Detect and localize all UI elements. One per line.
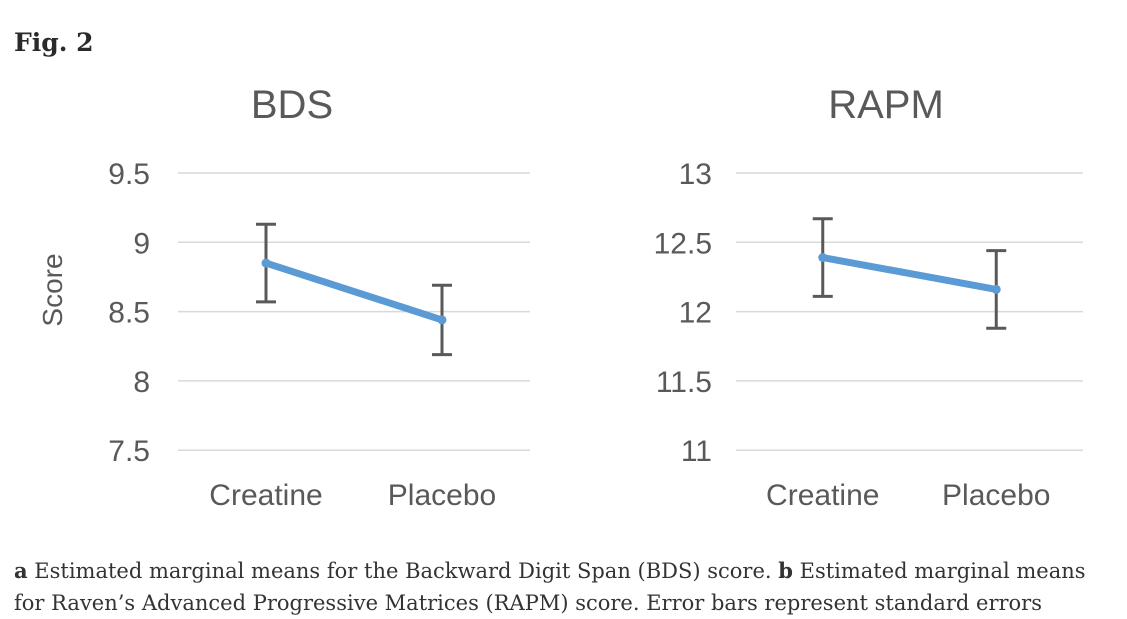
data-point bbox=[437, 315, 447, 325]
y-tick-label: 9.5 bbox=[108, 158, 150, 191]
caption-text: Estimated marginal means for the Backwar… bbox=[27, 559, 779, 583]
y-tick-label: 12 bbox=[679, 297, 712, 330]
chart-title: BDS bbox=[251, 83, 333, 127]
data-point bbox=[991, 284, 1001, 294]
x-category-label: Creatine bbox=[209, 479, 322, 512]
y-tick-label: 8.5 bbox=[108, 297, 150, 330]
caption-text: a bbox=[14, 558, 28, 583]
data-point bbox=[261, 258, 271, 268]
y-tick-label: 11 bbox=[681, 435, 712, 468]
caption-text: Estimated marginal means for Raven’s Adv… bbox=[14, 559, 1086, 615]
caption-text: b bbox=[778, 558, 793, 583]
chart-title: RAPM bbox=[828, 83, 944, 127]
y-tick-label: 13 bbox=[679, 158, 712, 191]
y-tick-label: 12.5 bbox=[654, 227, 712, 260]
figure-label: Fig. 2 bbox=[14, 28, 94, 57]
series-line bbox=[262, 259, 446, 324]
x-category-label: Placebo bbox=[942, 479, 1050, 512]
x-category-label: Placebo bbox=[388, 479, 496, 512]
y-tick-label: 9 bbox=[133, 227, 150, 260]
chart-rapm: RAPM 13 12.5 12 11.5 11 Creatine Placebo bbox=[640, 70, 1110, 518]
y-tick-label: 7.5 bbox=[108, 435, 150, 468]
series-line bbox=[819, 254, 1000, 293]
chart-bds: BDS Score 9.5 9 8.5 8 7.5 Creatine Placebo bbox=[30, 70, 560, 518]
rapm-chart-svg: RAPM 13 12.5 12 11.5 11 Creatine Placebo bbox=[654, 83, 1083, 512]
y-tick-label: 8 bbox=[133, 366, 150, 399]
data-point bbox=[818, 253, 828, 263]
y-tick-label: 11.5 bbox=[656, 366, 712, 399]
y-axis-title: Score bbox=[37, 253, 68, 326]
x-category-label: Creatine bbox=[766, 479, 879, 512]
bds-chart-svg: BDS Score 9.5 9 8.5 8 7.5 Creatine Placebo bbox=[37, 83, 530, 512]
figure-caption: a Estimated marginal means for the Backw… bbox=[14, 555, 1119, 619]
